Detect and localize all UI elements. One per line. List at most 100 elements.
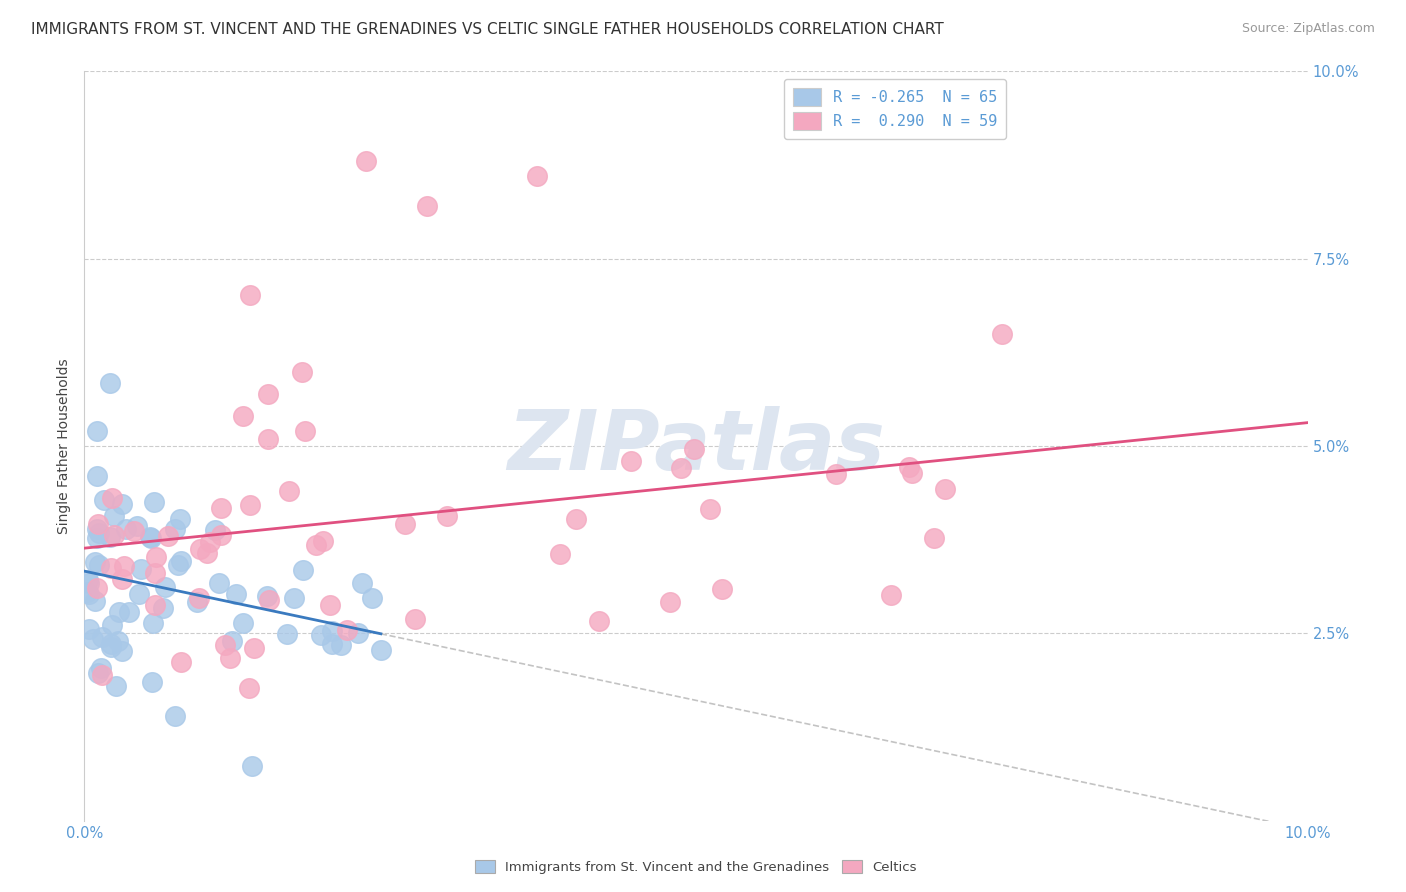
Point — [239, 288, 262, 302]
Point — [76, 585, 98, 599]
Point — [238, 681, 260, 695]
Text: Source: ZipAtlas.com: Source: ZipAtlas.com — [1241, 22, 1375, 36]
Point — [404, 612, 426, 626]
Point — [163, 522, 186, 536]
Point — [620, 454, 643, 468]
Point — [112, 558, 135, 573]
Point — [115, 522, 138, 536]
Point — [170, 655, 193, 669]
Point — [98, 376, 121, 390]
Point — [200, 534, 222, 549]
Point — [142, 616, 165, 631]
Point — [128, 587, 150, 601]
Point — [90, 667, 112, 681]
Point — [588, 615, 610, 629]
Point — [77, 587, 100, 601]
Point — [239, 498, 262, 512]
Point — [209, 500, 232, 515]
Point — [86, 581, 108, 595]
Point — [186, 595, 208, 609]
Point — [190, 542, 212, 557]
Point — [83, 594, 105, 608]
Point — [683, 442, 706, 456]
Point — [548, 547, 571, 561]
Point — [101, 617, 124, 632]
Point — [922, 531, 945, 545]
Point — [225, 586, 247, 600]
Point — [699, 502, 721, 516]
Point — [157, 529, 180, 543]
Point — [321, 624, 343, 639]
Point — [163, 709, 186, 723]
Point — [394, 516, 416, 531]
Point — [291, 365, 314, 379]
Point — [108, 605, 131, 619]
Point — [219, 650, 242, 665]
Point — [352, 576, 374, 591]
Point — [319, 598, 342, 612]
Point — [100, 561, 122, 575]
Point — [143, 598, 166, 612]
Point — [897, 459, 920, 474]
Point — [103, 527, 125, 541]
Point — [89, 558, 111, 573]
Point — [991, 326, 1014, 341]
Point — [336, 623, 359, 637]
Point — [188, 591, 211, 605]
Point — [105, 679, 128, 693]
Point — [152, 601, 174, 615]
Point — [93, 492, 115, 507]
Point — [256, 589, 278, 603]
Point — [214, 638, 236, 652]
Point — [526, 169, 548, 184]
Point — [98, 530, 121, 544]
Point — [243, 640, 266, 655]
Point — [87, 516, 110, 531]
Point — [122, 524, 145, 538]
Point — [436, 509, 458, 524]
Point — [79, 622, 101, 636]
Point — [294, 424, 316, 438]
Point — [100, 640, 122, 655]
Point — [257, 432, 280, 446]
Point — [82, 632, 104, 646]
Point — [347, 625, 370, 640]
Point — [103, 508, 125, 523]
Point — [86, 531, 108, 545]
Point — [232, 409, 254, 423]
Point — [880, 588, 903, 602]
Point — [90, 661, 112, 675]
Point — [321, 637, 343, 651]
Point — [900, 467, 922, 481]
Point — [304, 538, 326, 552]
Point — [209, 528, 232, 542]
Point — [565, 512, 588, 526]
Point — [283, 591, 305, 605]
Point — [111, 572, 134, 586]
Point — [84, 555, 107, 569]
Point — [86, 522, 108, 536]
Point — [354, 154, 377, 169]
Point — [142, 495, 165, 509]
Point — [127, 519, 149, 533]
Point — [416, 199, 439, 213]
Point — [257, 386, 280, 401]
Point — [221, 633, 243, 648]
Point — [87, 665, 110, 680]
Point — [86, 424, 108, 438]
Point — [669, 461, 692, 475]
Point — [77, 575, 100, 590]
Point — [111, 644, 134, 658]
Point — [170, 554, 193, 568]
Y-axis label: Single Father Households: Single Father Households — [58, 359, 72, 533]
Point — [276, 627, 298, 641]
Point — [169, 512, 191, 526]
Point — [278, 484, 301, 499]
Point — [90, 631, 112, 645]
Point — [76, 574, 98, 588]
Point — [934, 483, 956, 497]
Point — [87, 526, 110, 541]
Point — [370, 643, 392, 657]
Point — [360, 591, 382, 605]
Point — [330, 638, 353, 652]
